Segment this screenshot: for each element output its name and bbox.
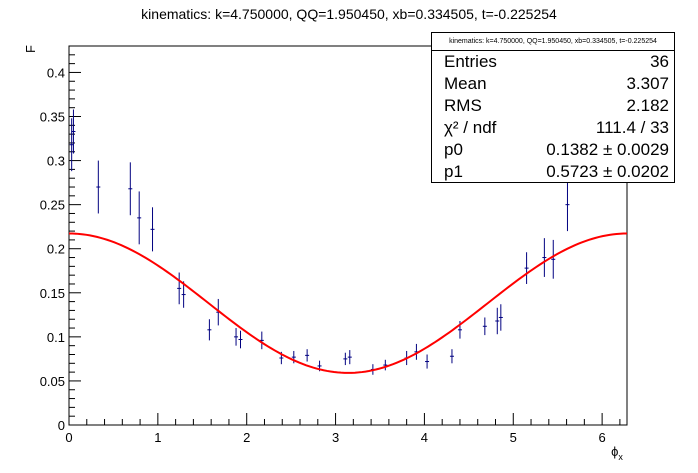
data-point	[343, 352, 348, 366]
y-tick-label: 0.4	[47, 65, 65, 80]
stats-value: 111.4 / 33	[595, 118, 669, 137]
data-point	[234, 328, 239, 346]
data-point	[305, 349, 310, 362]
data-point	[128, 162, 133, 216]
x-tick-label: 3	[332, 430, 339, 445]
stats-row-p1: p1 0.5723 ± 0.0202	[432, 161, 674, 183]
fit-curve	[68, 232, 628, 374]
data-point	[96, 160, 101, 214]
y-tick-label: 0.35	[40, 110, 65, 125]
stats-row-rms: RMS 2.182	[432, 95, 674, 117]
data-point	[482, 317, 487, 336]
y-tick-label: 0.15	[40, 286, 65, 301]
stats-label: Entries	[444, 52, 497, 71]
stats-label: p1	[444, 162, 463, 181]
y-tick-label: 0.1	[47, 330, 65, 345]
stats-label: χ² / ndf	[444, 118, 497, 137]
stats-row-p0: p0 0.1382 ± 0.0029	[432, 139, 674, 161]
data-point	[150, 207, 155, 252]
stats-value: 3.307	[626, 74, 669, 93]
stats-value: 2.182	[626, 96, 669, 115]
x-tick-label: 6	[599, 430, 606, 445]
data-point	[181, 281, 186, 308]
data-point	[565, 178, 570, 232]
x-axis-label: ϕx	[611, 444, 623, 462]
x-tick-label: 5	[510, 430, 517, 445]
chart-title: kinematics: k=4.750000, QQ=1.950450, xb=…	[141, 6, 557, 22]
x-tick-label: 4	[421, 430, 428, 445]
data-point	[542, 238, 547, 277]
stats-row-ndf: χ² / ndf 111.4 / 33	[432, 117, 674, 139]
data-point	[71, 109, 76, 154]
data-point	[347, 350, 352, 365]
plot-frame	[68, 45, 628, 426]
stats-row-mean: Mean 3.307	[432, 73, 674, 95]
stats-value: 0.1382 ± 0.0029	[546, 140, 669, 159]
y-tick-label: 0.3	[47, 154, 65, 169]
stats-label: p0	[444, 140, 463, 159]
y-tick-label: 0	[58, 418, 65, 433]
stats-label: RMS	[444, 96, 482, 115]
stats-row-entries: Entries 36	[432, 51, 674, 73]
data-point	[495, 307, 500, 335]
data-point	[551, 239, 556, 279]
data-point	[383, 359, 388, 371]
stats-value: 36	[650, 52, 669, 71]
y-axis-label: F	[23, 45, 38, 53]
stats-box: kinematics: k=4.750000, QQ=1.950450, xb=…	[431, 32, 675, 183]
y-tick-label: 0.05	[40, 374, 65, 389]
y-tick-label: 0.2	[47, 242, 65, 257]
data-point	[498, 304, 503, 331]
data-point	[425, 354, 430, 369]
stats-title: kinematics: k=4.750000, QQ=1.950450, xb=…	[432, 33, 674, 51]
data-point	[524, 252, 529, 284]
stats-value: 0.5723 ± 0.0202	[546, 162, 669, 181]
x-tick-label: 1	[154, 430, 161, 445]
x-tick-label: 2	[243, 430, 250, 445]
y-tick-label: 0.25	[40, 198, 65, 213]
data-point	[177, 272, 182, 305]
stats-label: Mean	[444, 74, 487, 93]
x-axis: 0 1 2 3 4 5 6	[65, 413, 621, 445]
x-tick-label: 0	[65, 430, 72, 445]
data-point	[137, 191, 142, 245]
data-point	[207, 319, 212, 341]
y-axis: 0 0.05 0.1 0.15 0.2 0.25 0.3 0.35 0.4	[40, 45, 81, 433]
data-point	[238, 330, 243, 349]
data-point	[449, 349, 454, 364]
data-point	[259, 331, 264, 350]
